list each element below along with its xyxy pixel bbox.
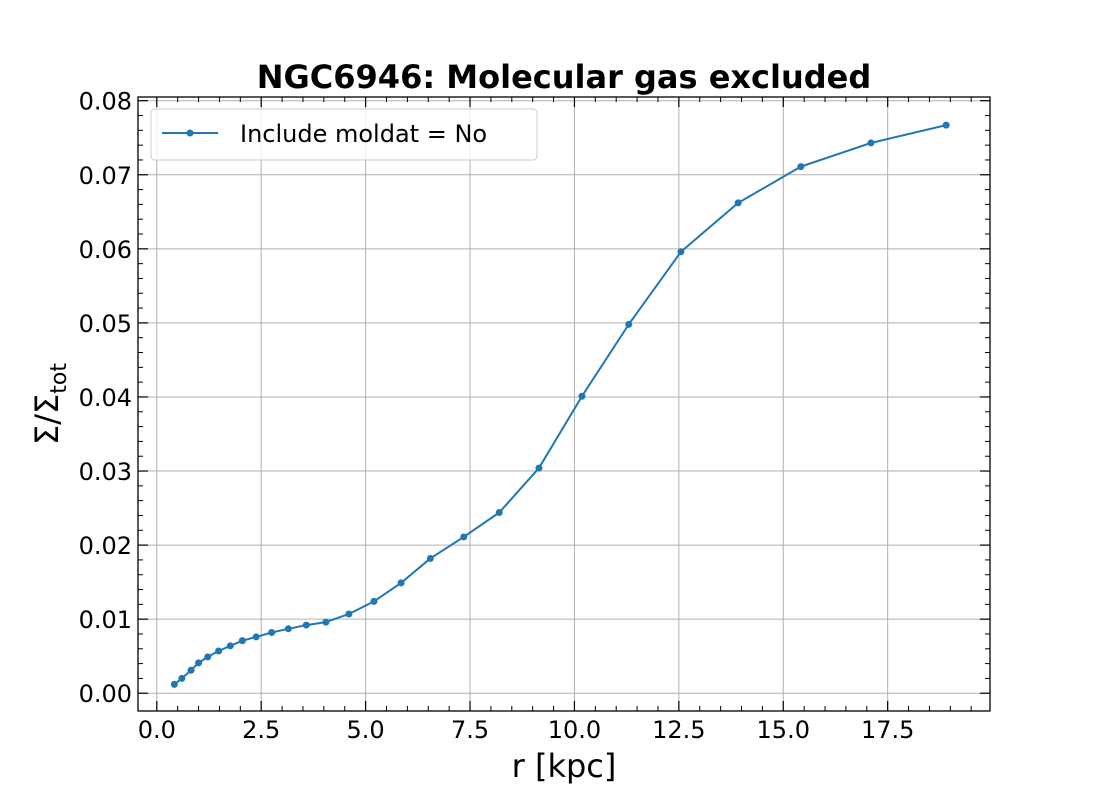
y-tick-labels: 0.00 0.01 0.02 0.03 0.04 0.05 0.06 0.07 0.08 <box>79 88 132 709</box>
data-point <box>226 642 234 650</box>
y-tick-label: 0.06 <box>79 236 132 264</box>
y-tick-label: 0.07 <box>79 162 132 190</box>
series-layer <box>170 121 950 688</box>
data-point <box>625 320 633 328</box>
y-tick-label: 0.08 <box>79 88 132 116</box>
y-tick-label: 0.02 <box>79 532 132 560</box>
data-point <box>345 610 353 618</box>
legend-point-marker <box>186 129 194 137</box>
x-tick-label: 15.0 <box>757 716 810 744</box>
data-point <box>178 674 186 682</box>
data-point <box>302 621 310 629</box>
x-tick-label: 5.0 <box>347 716 385 744</box>
data-point <box>215 647 223 655</box>
data-point <box>797 163 805 171</box>
data-point <box>397 579 405 587</box>
axis-ticks <box>138 97 990 711</box>
data-point <box>942 121 950 129</box>
y-tick-label: 0.04 <box>79 384 132 412</box>
x-tick-label: 2.5 <box>242 716 280 744</box>
x-axis-label: r [kpc] <box>512 747 617 785</box>
x-tick-label: 10.0 <box>548 716 601 744</box>
chart-title: NGC6946: Molecular gas excluded <box>257 58 872 96</box>
data-point <box>268 628 276 636</box>
data-point <box>426 554 434 562</box>
x-tick-labels: 0.0 2.5 5.0 7.5 10.0 12.5 15.0 17.5 <box>138 716 915 744</box>
x-tick-label: 12.5 <box>652 716 705 744</box>
data-point <box>170 680 178 688</box>
data-point <box>238 637 246 645</box>
data-point <box>252 633 260 641</box>
series-line <box>173 124 947 686</box>
data-point <box>734 199 742 207</box>
data-point <box>370 597 378 605</box>
grid-lines <box>138 97 990 711</box>
data-point <box>578 392 586 400</box>
plot-frame <box>137 96 991 712</box>
legend-box <box>150 108 538 161</box>
data-point <box>187 666 195 674</box>
y-axis-label-subscript: tot <box>47 363 72 394</box>
y-tick-label: 0.05 <box>79 310 132 338</box>
y-axis-label: Σ/Σtot <box>28 363 72 445</box>
x-tick-label: 17.5 <box>861 716 914 744</box>
y-tick-label: 0.03 <box>79 458 132 486</box>
data-point <box>322 618 330 626</box>
data-point <box>460 533 468 541</box>
x-tick-label: 7.5 <box>451 716 489 744</box>
data-point <box>204 653 212 661</box>
data-point <box>535 464 543 472</box>
y-tick-label: 0.01 <box>79 606 132 634</box>
data-point <box>867 139 875 147</box>
y-tick-label: 0.00 <box>79 680 132 708</box>
data-point <box>677 248 685 256</box>
data-point <box>195 659 203 667</box>
x-tick-label: 0.0 <box>138 716 176 744</box>
data-point <box>495 509 503 517</box>
data-point <box>284 625 292 633</box>
y-axis-label-main: Σ/Σ <box>28 394 66 445</box>
legend: Include moldat = No <box>150 108 538 161</box>
legend-label: Include moldat = No <box>240 120 487 148</box>
